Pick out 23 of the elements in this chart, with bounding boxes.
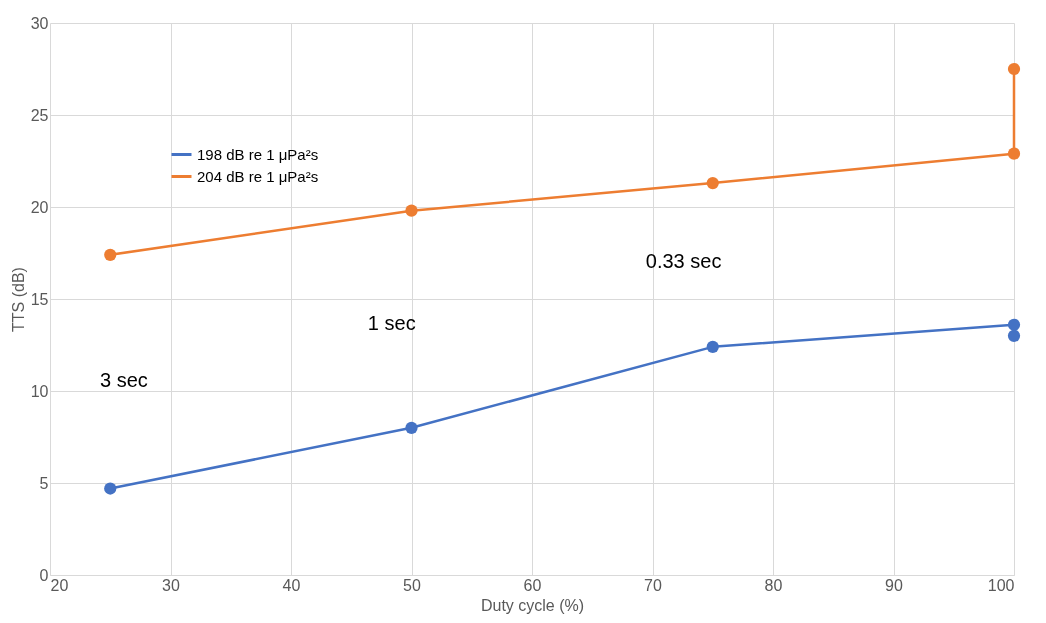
x-tick-label: 30 (162, 576, 180, 594)
x-tick-label: 40 (282, 576, 301, 594)
y-tick-label: 15 (30, 290, 49, 308)
y-axis-title: TTS (dB) (9, 267, 27, 332)
x-tick-label: 90 (885, 576, 903, 594)
legend-label: 204 dB re 1 μPa²s (197, 167, 319, 185)
y-tick-label: 10 (30, 382, 49, 400)
x-tick-label: 70 (644, 576, 662, 594)
y-tick-label: 20 (30, 198, 49, 216)
legend-label: 198 dB re 1 μPa²s (197, 145, 319, 163)
annotation: 3 sec (100, 368, 148, 391)
y-tick-label: 25 (30, 106, 49, 124)
annotation: 1 sec (367, 311, 416, 334)
y-tick-label: 5 (39, 474, 49, 492)
x-tick-label: 60 (523, 576, 542, 594)
x-tick-label: 80 (764, 576, 783, 594)
y-tick-label: 0 (39, 566, 49, 584)
x-tick-label: 100 (987, 576, 1015, 594)
annotation: 0.33 sec (645, 250, 722, 273)
y-tick-label: 30 (30, 14, 49, 32)
x-tick-label: 20 (50, 576, 69, 594)
x-axis-title: Duty cycle (%) (480, 596, 585, 614)
x-tick-label: 50 (403, 576, 421, 594)
